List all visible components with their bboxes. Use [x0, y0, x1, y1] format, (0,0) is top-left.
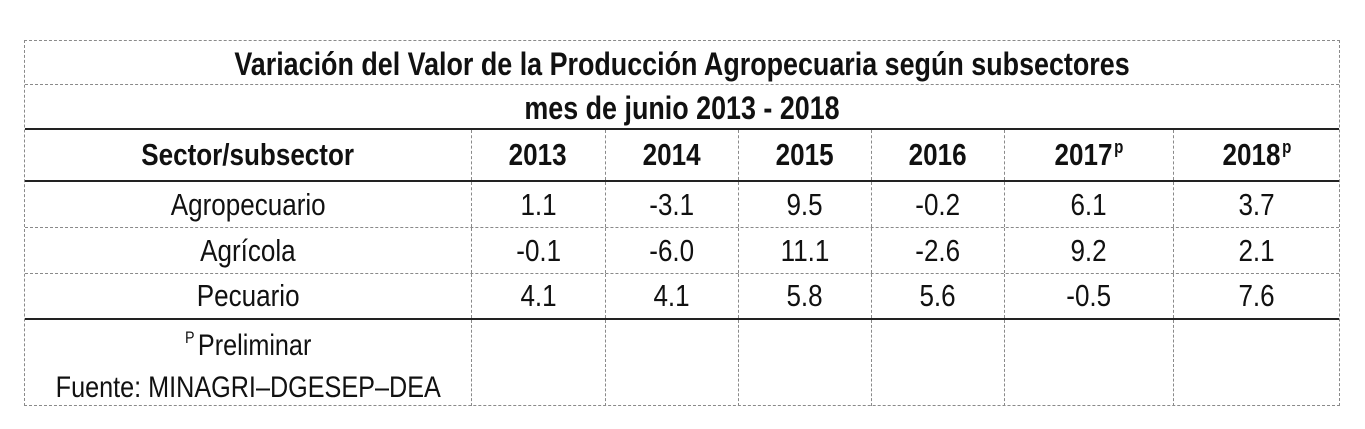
value-cell: -0.1: [471, 228, 605, 273]
value-cell: 6.1: [1004, 182, 1173, 227]
value-cell: 5.8: [738, 274, 871, 318]
value-cell: 7.6: [1173, 274, 1340, 318]
header-cell-year: 2016: [871, 130, 1004, 180]
table-row-agropecuario: Agropecuario 1.1 -3.1 9.5 -0.2 6.1 3.7: [25, 182, 1339, 228]
table-subtitle-row: mes de junio 2013 - 2018: [25, 85, 1339, 130]
value-cell: 1.1: [471, 182, 605, 227]
value-cell: 11.1: [738, 228, 871, 273]
header-year-label: 2016: [908, 137, 967, 172]
value-cell: 5.6: [871, 274, 1004, 318]
sector-cell: Agrícola: [200, 232, 296, 268]
value-cell: 4.1: [605, 274, 738, 318]
header-cell-year: 2014: [605, 130, 738, 180]
header-year-label: 2014: [642, 137, 701, 172]
empty-cell: [1004, 320, 1173, 406]
empty-cell: [738, 320, 871, 406]
value-cell: -2.6: [871, 228, 1004, 273]
value-cell: 9.5: [738, 182, 871, 227]
sector-cell: Agropecuario: [170, 186, 326, 222]
empty-cell: [1173, 320, 1340, 406]
table-header-row: Sector/subsector 2013 2014 2015 2016 201…: [25, 130, 1339, 182]
header-year-label: 2017p: [1054, 137, 1124, 172]
table-row-pecuario: Pecuario 4.1 4.1 5.8 5.6 -0.5 7.6: [25, 274, 1339, 320]
empty-cell: [605, 320, 738, 406]
table-footer-row: P Preliminar Fuente: MINAGRI–DGESEP–DEA: [25, 320, 1339, 406]
header-cell-year: 2018p: [1173, 130, 1340, 180]
footnote-preliminary: P Preliminar: [184, 328, 312, 362]
header-year-label: 2013: [508, 137, 567, 172]
footnote-cell: P Preliminar Fuente: MINAGRI–DGESEP–DEA: [25, 320, 471, 406]
production-variation-table: Variación del Valor de la Producción Agr…: [24, 40, 1340, 406]
header-sector-label: Sector/subsector: [141, 137, 355, 172]
value-cell: 2.1: [1173, 228, 1340, 273]
sector-cell: Pecuario: [196, 278, 300, 313]
header-cell-year: 2015: [738, 130, 871, 180]
table-row-agricola: Agrícola -0.1 -6.0 11.1 -2.6 9.2 2.1: [25, 228, 1339, 274]
table-title-row: Variación del Valor de la Producción Agr…: [25, 41, 1339, 85]
header-cell-year: 2017p: [1004, 130, 1173, 180]
footnote-source: Fuente: MINAGRI–DGESEP–DEA: [55, 371, 441, 404]
table-subtitle: mes de junio 2013 - 2018: [524, 90, 840, 126]
value-cell: -6.0: [605, 228, 738, 273]
empty-cell: [871, 320, 1004, 406]
header-cell-sector: Sector/subsector: [25, 130, 471, 180]
table-title: Variación del Valor de la Producción Agr…: [234, 46, 1130, 82]
value-cell: -0.2: [871, 182, 1004, 227]
header-year-label: 2018p: [1222, 137, 1292, 172]
value-cell: 3.7: [1173, 182, 1340, 227]
value-cell: -3.1: [605, 182, 738, 227]
header-cell-year: 2013: [471, 130, 605, 180]
value-cell: -0.5: [1004, 274, 1173, 318]
empty-cell: [471, 320, 605, 406]
value-cell: 9.2: [1004, 228, 1173, 273]
header-year-label: 2015: [775, 137, 834, 172]
value-cell: 4.1: [471, 274, 605, 318]
